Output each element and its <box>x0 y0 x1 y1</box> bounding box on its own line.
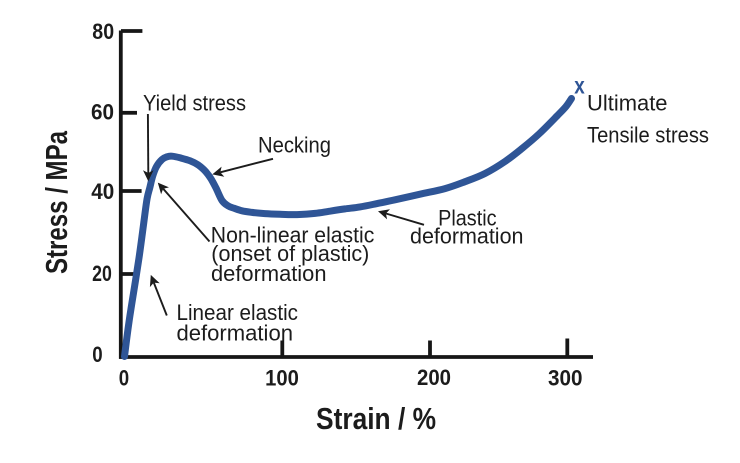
svg-text:Ultimate: Ultimate <box>587 91 668 116</box>
svg-text:100: 100 <box>265 365 299 390</box>
svg-text:0: 0 <box>92 342 102 367</box>
svg-text:deformation: deformation <box>410 224 524 249</box>
svg-text:x: x <box>574 73 585 99</box>
svg-text:Strain / %: Strain / % <box>316 401 436 436</box>
svg-text:Yield stress: Yield stress <box>143 91 246 116</box>
svg-text:0: 0 <box>119 366 129 391</box>
svg-text:deformation: deformation <box>177 321 294 346</box>
svg-text:Stress / MPa: Stress / MPa <box>39 130 74 274</box>
svg-text:300: 300 <box>548 365 583 390</box>
svg-text:80: 80 <box>92 19 114 44</box>
svg-text:Linear elastic: Linear elastic <box>177 300 299 325</box>
svg-text:(onset of plastic): (onset of plastic) <box>211 241 369 266</box>
svg-text:200: 200 <box>417 365 451 390</box>
svg-text:Necking: Necking <box>258 133 331 158</box>
svg-text:Tensile stress: Tensile stress <box>587 123 709 148</box>
svg-text:Non-linear elastic: Non-linear elastic <box>211 223 374 248</box>
svg-text:20: 20 <box>92 261 112 286</box>
svg-text:Plastic: Plastic <box>438 205 497 230</box>
svg-text:40: 40 <box>91 179 114 204</box>
svg-text:60: 60 <box>91 100 114 125</box>
svg-text:deformation: deformation <box>211 261 327 286</box>
